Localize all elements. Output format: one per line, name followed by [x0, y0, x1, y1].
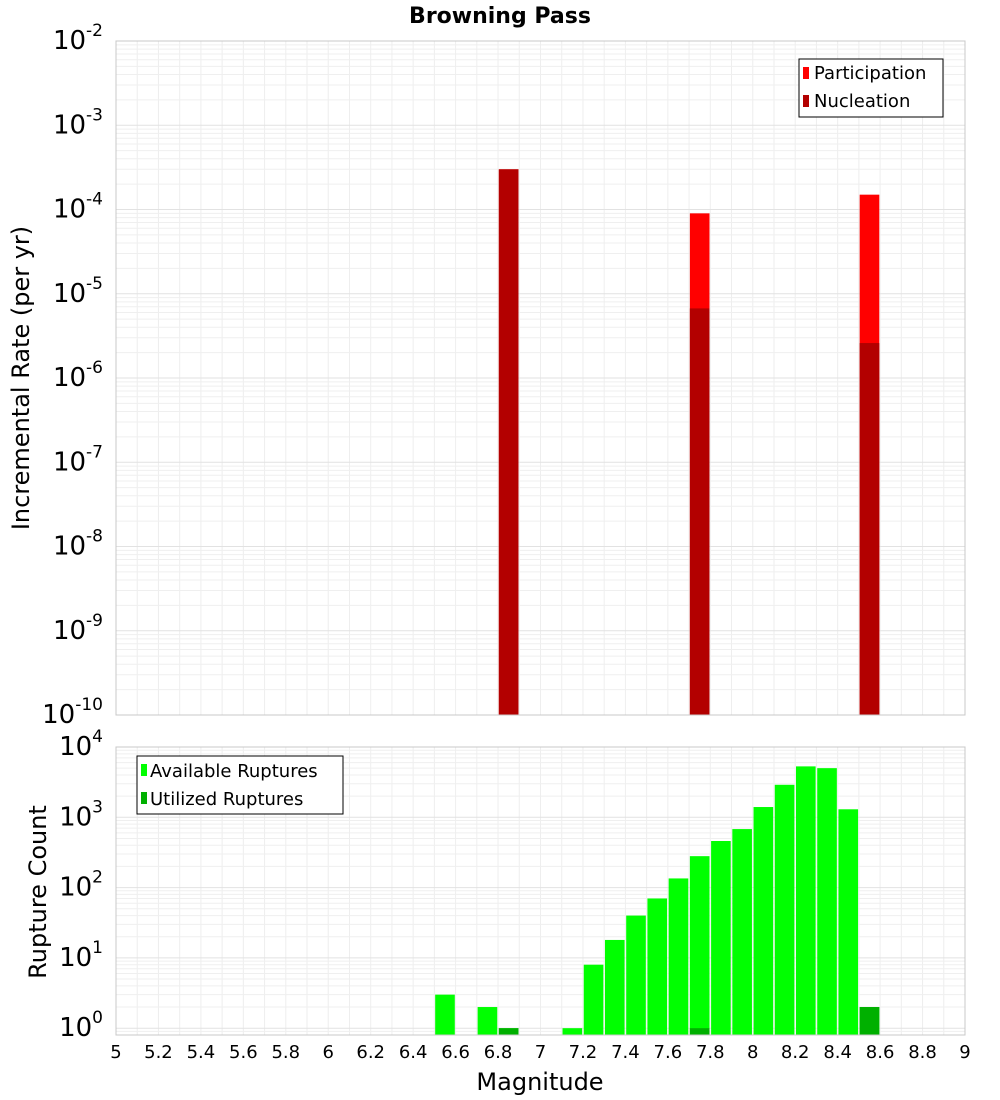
y-tick-label: 10-2	[53, 21, 103, 56]
available-ruptures-bar	[477, 1007, 498, 1035]
available-swatch	[141, 764, 147, 776]
rate-panel: 10-2 10-3 10-4 10-5 10-6 10-7 10-8 10-9 10-10 In…	[7, 21, 966, 730]
utilized-legend-label: Utilized Ruptures	[150, 789, 303, 810]
y-tick-label: 104	[59, 727, 103, 762]
rate-bars	[498, 169, 880, 715]
x-tick-label: 5.6	[229, 1042, 258, 1063]
available-ruptures-bar	[583, 964, 604, 1035]
count-y-ticks: 104 103 102 101 100	[59, 727, 103, 1043]
rate-y-ticks: 10-2 10-3 10-4 10-5 10-6 10-7 10-8 10-9 10-10	[42, 21, 103, 730]
y-tick-label: 10-8	[53, 527, 103, 562]
magnitude-x-ticks: 5 5.2 5.4 5.6 5.8 6 6.2 6.4 6.6 6.8 7 7.2 7.4 7.6 7.8 8…	[110, 1042, 970, 1063]
x-tick-label: 7.8	[696, 1042, 725, 1063]
available-ruptures-bar	[689, 856, 710, 1035]
count-legend-box	[136, 755, 344, 815]
chart-title: Browning Pass	[409, 4, 591, 29]
x-tick-label: 8	[747, 1042, 758, 1063]
rate-legend: Participation Nucleation	[798, 58, 944, 118]
count-plot-border	[115, 746, 966, 1036]
x-tick-label: 7.2	[569, 1042, 598, 1063]
available-ruptures-bar	[774, 784, 795, 1035]
nucleation-bar	[689, 308, 710, 715]
x-tick-label: 8.6	[866, 1042, 895, 1063]
nucleation-bar	[859, 343, 880, 715]
magnitude-x-axis-label: Magnitude	[476, 1068, 603, 1096]
y-tick-label: 10-6	[53, 358, 103, 393]
available-ruptures-bar	[711, 841, 731, 1035]
x-tick-label: 5.4	[187, 1042, 216, 1063]
x-tick-label: 6.6	[441, 1042, 470, 1063]
available-ruptures-bar	[796, 766, 816, 1035]
x-tick-label: 6.4	[399, 1042, 428, 1063]
available-ruptures-bar	[817, 768, 837, 1035]
nucleation-swatch	[803, 95, 809, 107]
utilized-swatch	[141, 792, 147, 804]
count-panel: 104 103 102 101 100 5 5.2 5.4 5.6 5.8 6 6.2 6.4 6.6 6…	[24, 727, 971, 1096]
count-legend: Available Ruptures Utilized Ruptures	[136, 755, 344, 815]
count-bars	[435, 766, 880, 1035]
nucleation-bar	[498, 169, 519, 715]
available-ruptures-bar	[562, 1028, 583, 1035]
y-tick-label: 100	[59, 1008, 103, 1043]
count-y-axis-label: Rupture Count	[24, 805, 52, 979]
utilized-ruptures-bar	[498, 1028, 519, 1035]
y-tick-label: 10-5	[53, 274, 103, 309]
y-tick-label: 102	[59, 868, 103, 903]
available-legend-label: Available Ruptures	[150, 761, 318, 782]
available-ruptures-bar	[435, 994, 455, 1035]
y-tick-label: 101	[59, 938, 103, 973]
y-tick-label: 10-3	[53, 105, 103, 140]
available-ruptures-bar	[647, 898, 668, 1035]
x-tick-label: 8.4	[823, 1042, 852, 1063]
available-ruptures-bar	[838, 809, 859, 1035]
x-tick-label: 5.8	[271, 1042, 300, 1063]
x-tick-label: 5	[110, 1042, 121, 1063]
x-tick-label: 7.4	[611, 1042, 640, 1063]
x-tick-label: 8.8	[908, 1042, 937, 1063]
rate-legend-box	[798, 58, 944, 118]
nucleation-legend-label: Nucleation	[814, 91, 910, 112]
x-tick-label: 6	[323, 1042, 334, 1063]
x-tick-label: 9	[959, 1042, 970, 1063]
x-tick-label: 8.2	[781, 1042, 810, 1063]
x-tick-label: 6.2	[356, 1042, 385, 1063]
y-tick-label: 10-4	[53, 190, 103, 225]
x-tick-label: 7	[535, 1042, 546, 1063]
available-ruptures-bar	[732, 829, 752, 1035]
rate-plot-border	[115, 40, 966, 716]
participation-legend-label: Participation	[814, 63, 926, 84]
utilized-ruptures-bar	[859, 1007, 880, 1035]
y-tick-label: 10-7	[53, 442, 103, 477]
y-tick-label: 10-10	[42, 695, 103, 730]
available-ruptures-bar	[604, 939, 625, 1035]
x-tick-label: 6.8	[484, 1042, 513, 1063]
x-tick-label: 7.6	[654, 1042, 683, 1063]
available-ruptures-bar	[626, 915, 646, 1035]
available-ruptures-bar	[753, 807, 774, 1035]
rate-y-axis-label: Incremental Rate (per yr)	[7, 226, 35, 530]
available-ruptures-bar	[668, 878, 689, 1035]
utilized-ruptures-bar	[689, 1028, 710, 1035]
rate-grid	[116, 41, 966, 716]
y-tick-label: 103	[59, 797, 103, 832]
participation-swatch	[803, 67, 809, 79]
y-tick-label: 10-9	[53, 611, 103, 646]
x-tick-label: 5.2	[144, 1042, 173, 1063]
